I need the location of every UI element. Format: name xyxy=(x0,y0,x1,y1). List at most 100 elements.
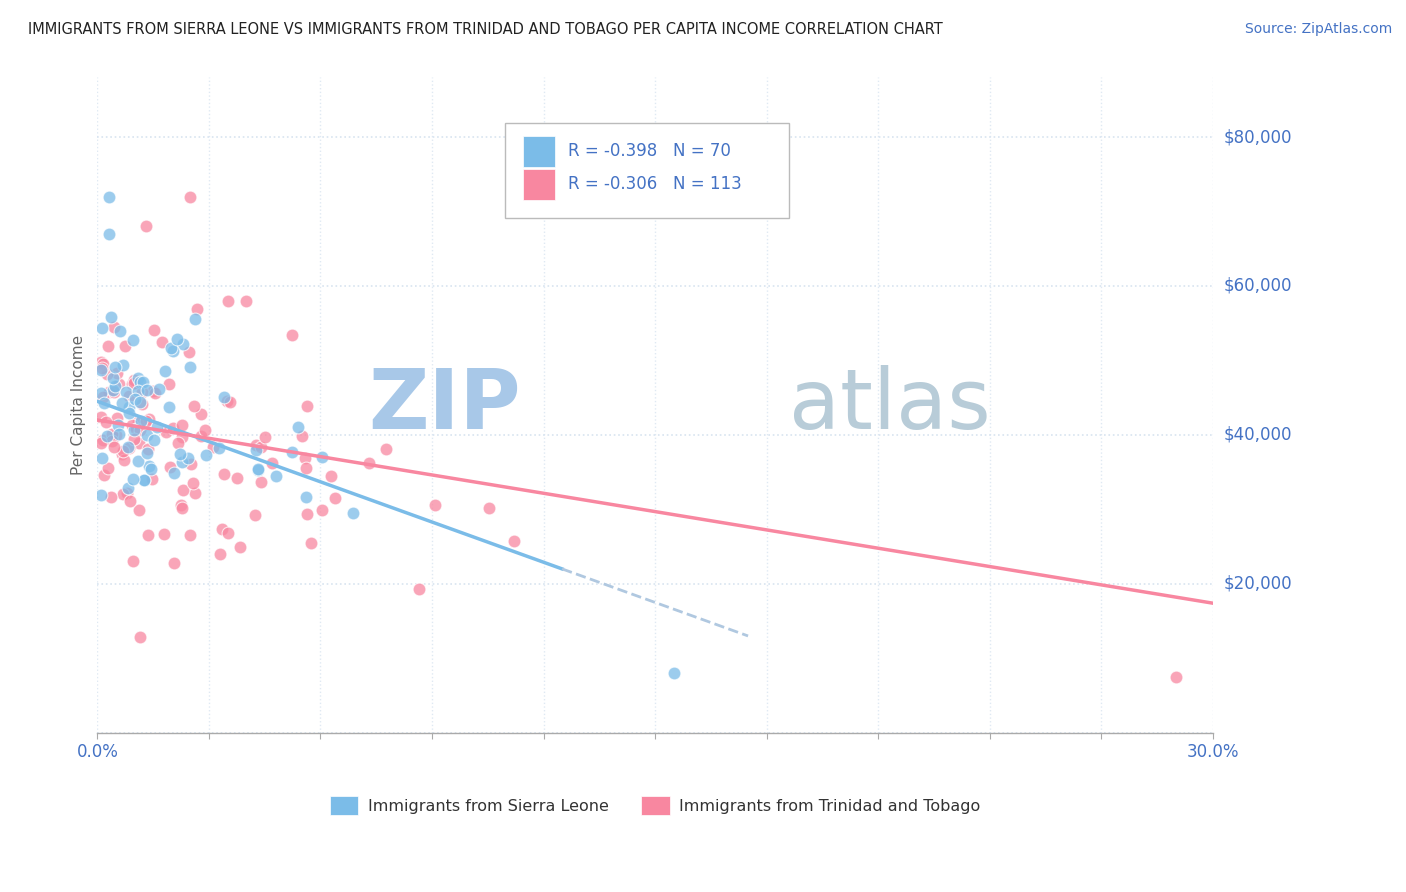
Point xyxy=(150,334,173,349)
Point xyxy=(423,498,446,512)
Point xyxy=(136,446,159,460)
Point xyxy=(122,333,145,347)
Point xyxy=(122,376,145,390)
Point xyxy=(299,536,322,550)
Point xyxy=(211,523,233,537)
Point xyxy=(90,436,112,450)
Point xyxy=(139,461,162,475)
Point xyxy=(96,415,118,429)
Point xyxy=(120,493,142,508)
Point xyxy=(142,384,165,398)
Point xyxy=(245,443,267,458)
Point xyxy=(101,426,124,441)
Point xyxy=(132,473,155,487)
Point xyxy=(184,311,207,326)
Point xyxy=(129,395,152,409)
Point xyxy=(97,189,120,203)
Point xyxy=(108,426,131,441)
Point xyxy=(177,450,200,465)
Point xyxy=(195,449,218,463)
Point xyxy=(208,441,231,455)
Point xyxy=(502,533,524,548)
Point xyxy=(311,503,333,517)
Point xyxy=(148,383,170,397)
Point xyxy=(132,474,155,488)
Point xyxy=(229,540,252,554)
Point xyxy=(131,376,153,390)
Point xyxy=(141,472,163,486)
Point xyxy=(163,466,186,480)
Point xyxy=(122,472,145,486)
Point xyxy=(91,361,114,376)
Point xyxy=(104,360,127,375)
Point xyxy=(127,384,149,398)
Point xyxy=(172,336,194,351)
Point xyxy=(128,435,150,450)
Point xyxy=(91,433,114,447)
Point xyxy=(101,434,124,448)
Point xyxy=(157,400,180,414)
Point xyxy=(190,429,212,443)
Point xyxy=(135,219,157,234)
Point xyxy=(180,457,202,471)
Point xyxy=(359,456,381,470)
Point xyxy=(166,332,188,346)
Point xyxy=(93,467,115,482)
Point xyxy=(103,385,125,400)
Point xyxy=(96,428,118,442)
Point xyxy=(103,440,125,454)
Text: $60,000: $60,000 xyxy=(1225,277,1292,295)
Point xyxy=(250,475,273,489)
Point xyxy=(127,370,149,384)
Point xyxy=(179,345,201,359)
Point xyxy=(295,508,318,522)
Point xyxy=(128,502,150,516)
Text: Source: ZipAtlas.com: Source: ZipAtlas.com xyxy=(1244,22,1392,37)
Point xyxy=(260,456,283,470)
Point xyxy=(215,393,238,408)
Point xyxy=(91,450,114,465)
Text: atlas: atlas xyxy=(789,365,991,446)
Point xyxy=(93,395,115,409)
Point xyxy=(297,400,319,414)
Point xyxy=(226,470,249,484)
Point xyxy=(90,488,112,502)
Point xyxy=(91,390,114,404)
Point xyxy=(108,376,131,391)
Point xyxy=(212,390,235,404)
Point xyxy=(208,547,231,561)
Point xyxy=(127,415,149,429)
Point xyxy=(217,294,239,309)
FancyBboxPatch shape xyxy=(523,136,555,167)
Point xyxy=(111,396,134,410)
Text: R = -0.398   N = 70: R = -0.398 N = 70 xyxy=(568,143,731,161)
Point xyxy=(245,438,267,452)
Point xyxy=(249,441,271,455)
Point xyxy=(1164,670,1187,684)
Point xyxy=(97,384,120,399)
Point xyxy=(118,441,141,455)
Point xyxy=(291,429,314,443)
Point xyxy=(115,385,138,400)
Point xyxy=(186,301,208,316)
Point xyxy=(105,367,128,381)
Point xyxy=(97,339,120,353)
Point xyxy=(117,481,139,495)
Point xyxy=(179,189,201,203)
Point xyxy=(246,462,269,476)
Point xyxy=(266,469,288,483)
Point xyxy=(90,362,112,376)
Point xyxy=(117,486,139,500)
Point xyxy=(169,446,191,460)
Legend: Immigrants from Sierra Leone, Immigrants from Trinidad and Tobago: Immigrants from Sierra Leone, Immigrants… xyxy=(323,790,987,822)
Point xyxy=(101,371,124,385)
Point xyxy=(295,461,318,475)
Point xyxy=(153,363,176,377)
Point xyxy=(172,483,194,498)
Point xyxy=(136,528,159,542)
Text: ZIP: ZIP xyxy=(368,365,522,446)
Point xyxy=(129,414,152,428)
Text: $40,000: $40,000 xyxy=(1225,425,1292,444)
Point xyxy=(107,417,129,432)
Point xyxy=(162,421,184,435)
